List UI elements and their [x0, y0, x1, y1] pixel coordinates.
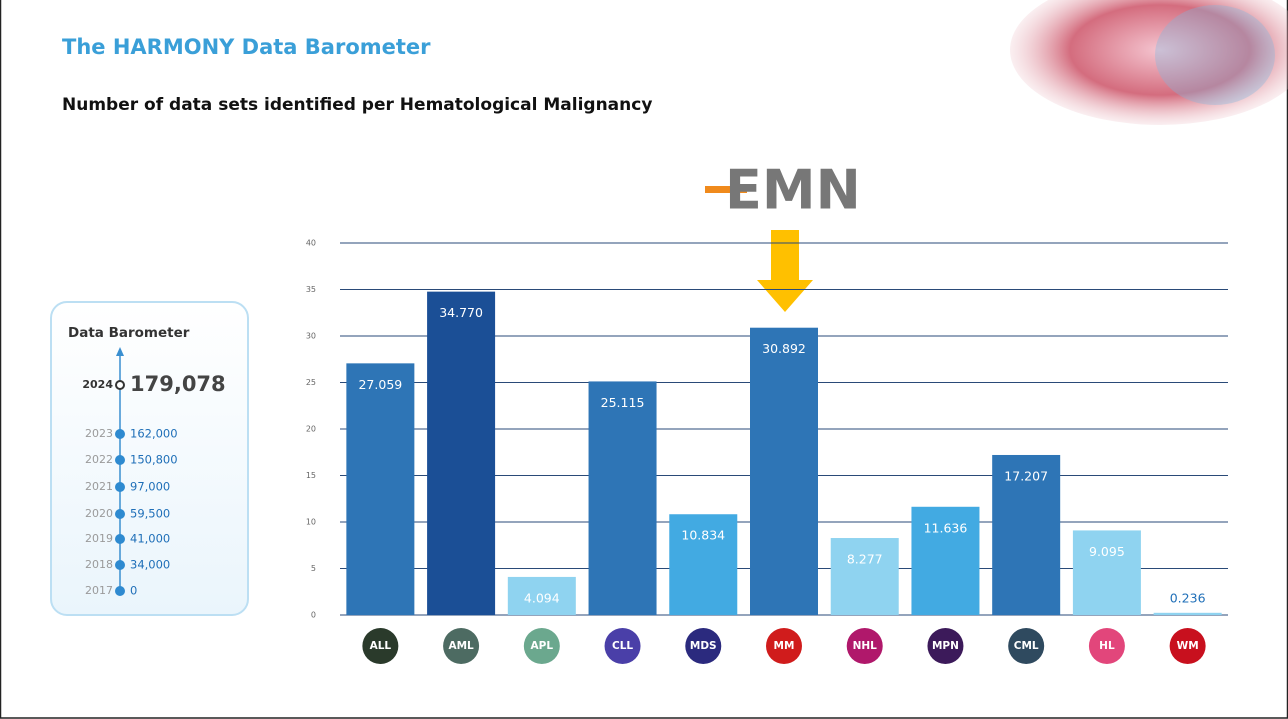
barometer-year: 2024	[82, 378, 113, 391]
x-tick-label: MPN	[932, 640, 959, 652]
barometer-value: 59,500	[130, 507, 170, 521]
x-tick-label: APL	[531, 640, 554, 652]
bar	[346, 363, 414, 615]
barometer-year: 2020	[85, 507, 113, 520]
x-tick-label: NHL	[853, 640, 878, 652]
barometer-year: 2018	[85, 558, 113, 571]
x-tick-label: ALL	[370, 640, 392, 652]
y-tick-label: 20	[306, 425, 316, 434]
data-label: 10.834	[681, 528, 725, 543]
bar	[1154, 613, 1222, 615]
barometer-value: 162,000	[130, 427, 178, 441]
barometer-year: 2022	[85, 453, 113, 466]
title: The HARMONY Data Barometer	[62, 35, 431, 59]
decoration	[1155, 5, 1275, 105]
data-label: 0.236	[1170, 590, 1206, 605]
barometer-year: 2021	[85, 480, 113, 493]
bar	[750, 328, 818, 615]
y-tick-label: 25	[306, 378, 316, 387]
data-label: 4.094	[524, 590, 560, 605]
x-tick-label: AML	[448, 640, 474, 652]
y-tick-label: 5	[311, 564, 316, 573]
barometer-value: 179,078	[130, 372, 226, 396]
y-tick-label: 0	[311, 611, 316, 620]
y-tick-label: 35	[306, 285, 316, 294]
barometer-value: 41,000	[130, 532, 170, 546]
x-tick-label: CML	[1014, 640, 1039, 652]
y-tick-label: 30	[306, 332, 316, 341]
barometer-dot	[116, 535, 124, 543]
barometer-year: 2023	[85, 427, 113, 440]
barometer-year: 2017	[85, 584, 113, 597]
bar	[589, 381, 657, 615]
y-tick-label: 40	[306, 239, 316, 248]
data-label: 11.636	[924, 520, 968, 535]
barometer-value: 150,800	[130, 453, 178, 467]
bar	[831, 538, 899, 615]
emn-logo: EMN	[705, 159, 861, 312]
x-tick-label: WM	[1177, 640, 1199, 652]
data-label: 17.207	[1004, 468, 1048, 483]
data-label: 8.277	[847, 552, 883, 567]
data-label: 30.892	[762, 341, 806, 356]
x-tick-label: MDS	[690, 640, 717, 652]
arrow-head	[757, 280, 813, 312]
barometer-dot	[116, 381, 124, 389]
barometer-year: 2019	[85, 532, 113, 545]
data-label: 25.115	[601, 395, 645, 410]
barometer-value: 34,000	[130, 558, 170, 572]
x-tick-label: MM	[774, 640, 795, 652]
barometer-value: 97,000	[130, 480, 170, 494]
x-tick-label: HL	[1099, 640, 1115, 652]
x-tick-label: CLL	[612, 640, 633, 652]
barometer-dot	[116, 483, 124, 491]
barometer-dot	[116, 510, 124, 518]
y-tick-label: 15	[306, 471, 316, 480]
bar	[427, 292, 495, 615]
data-label: 27.059	[358, 377, 402, 392]
barometer-dot	[116, 561, 124, 569]
logo-text: EMN	[725, 159, 861, 222]
subtitle: Number of data sets identified per Hemat…	[62, 95, 652, 115]
barometer-title: Data Barometer	[68, 325, 190, 341]
slide: The HARMONY Data Barometer Number of dat…	[0, 0, 1288, 719]
barometer-dot	[116, 587, 124, 595]
barometer-dot	[116, 430, 124, 438]
arrow-shaft	[771, 230, 799, 282]
data-label: 34.770	[439, 305, 483, 320]
y-tick-label: 10	[306, 518, 316, 527]
barometer-dot	[116, 456, 124, 464]
data-label: 9.095	[1089, 544, 1125, 559]
barometer-value: 0	[130, 584, 137, 598]
